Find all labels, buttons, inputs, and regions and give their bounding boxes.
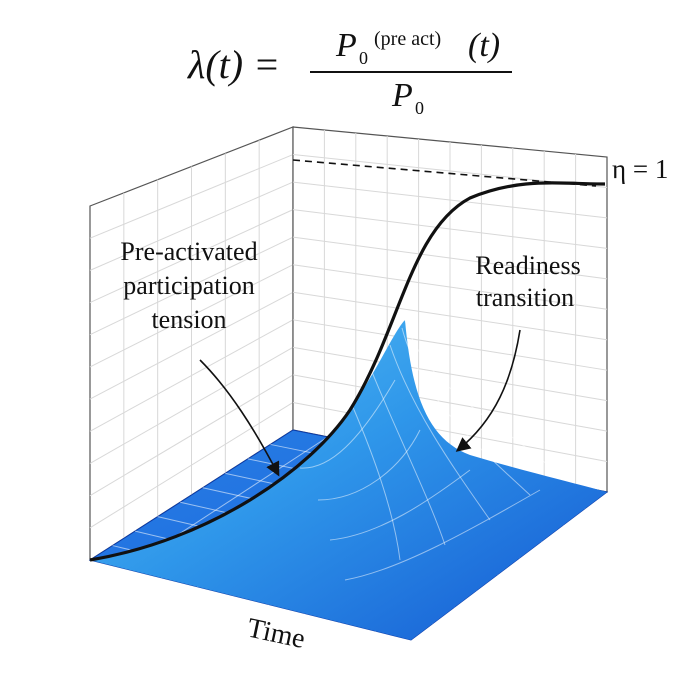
numerator-argument: (t) bbox=[468, 27, 500, 64]
denominator-p: P bbox=[391, 77, 413, 114]
right-annotation-arrow bbox=[455, 329, 521, 452]
readiness-surface bbox=[90, 319, 607, 640]
surface-gridline bbox=[389, 344, 491, 521]
back-wall-gridline bbox=[292, 401, 608, 463]
left-annotation-line-3: tension bbox=[151, 305, 226, 334]
surface-gridline bbox=[329, 469, 471, 541]
right-annotation: Readiness transition bbox=[475, 251, 580, 312]
equation-lhs: λ(t) = bbox=[187, 42, 280, 87]
left-wall-gridline bbox=[89, 291, 294, 400]
back-wall-gridline bbox=[292, 291, 608, 341]
left-wall-gridline bbox=[89, 264, 294, 368]
denominator-subscript: 0 bbox=[415, 98, 424, 118]
right-annotation-line-2: transition bbox=[476, 283, 574, 312]
left-wall-gridline bbox=[89, 236, 294, 336]
back-wall-gridline bbox=[292, 209, 608, 249]
left-wall bbox=[89, 126, 294, 562]
surface-gridline bbox=[371, 371, 446, 546]
numerator-superscript: (pre act) bbox=[374, 28, 441, 50]
back-wall-gridline bbox=[292, 264, 608, 310]
back-wall-gridline bbox=[292, 374, 608, 432]
numerator-subscript: 0 bbox=[359, 48, 368, 68]
back-wall-gridline bbox=[292, 181, 608, 219]
surface-gridline bbox=[317, 429, 421, 501]
left-wall-gridline bbox=[89, 209, 294, 304]
left-wall-gridline bbox=[89, 154, 294, 239]
surface-gridline bbox=[404, 319, 566, 481]
time-axis-label: Time bbox=[245, 613, 308, 655]
back-wall-gridline bbox=[292, 319, 608, 371]
left-annotation: Pre-activated participation tension bbox=[120, 237, 257, 334]
back-wall-gridline bbox=[292, 236, 608, 280]
eta-label: η = 1 bbox=[612, 154, 668, 184]
left-annotation-arrow bbox=[199, 359, 280, 477]
surface-gridline bbox=[401, 327, 531, 496]
left-wall-gridline bbox=[89, 346, 294, 464]
left-wall-gridline bbox=[89, 374, 294, 497]
left-wall-gridline bbox=[89, 402, 294, 529]
surface-gridline bbox=[344, 489, 541, 581]
left-annotation-line-1: Pre-activated bbox=[120, 237, 257, 266]
right-annotation-line-1: Readiness bbox=[475, 251, 580, 280]
surface-gridline bbox=[351, 404, 401, 561]
surface-gridline bbox=[299, 379, 396, 469]
left-annotation-line-2: participation bbox=[123, 271, 254, 300]
equation: λ(t) = P 0 (pre act) (t) P 0 bbox=[187, 27, 512, 118]
back-wall-gridline bbox=[292, 346, 608, 402]
sigmoid-curve bbox=[89, 181, 606, 562]
left-wall-gridline bbox=[89, 181, 294, 271]
numerator-p: P bbox=[335, 27, 357, 64]
left-wall-gridline bbox=[89, 319, 294, 432]
